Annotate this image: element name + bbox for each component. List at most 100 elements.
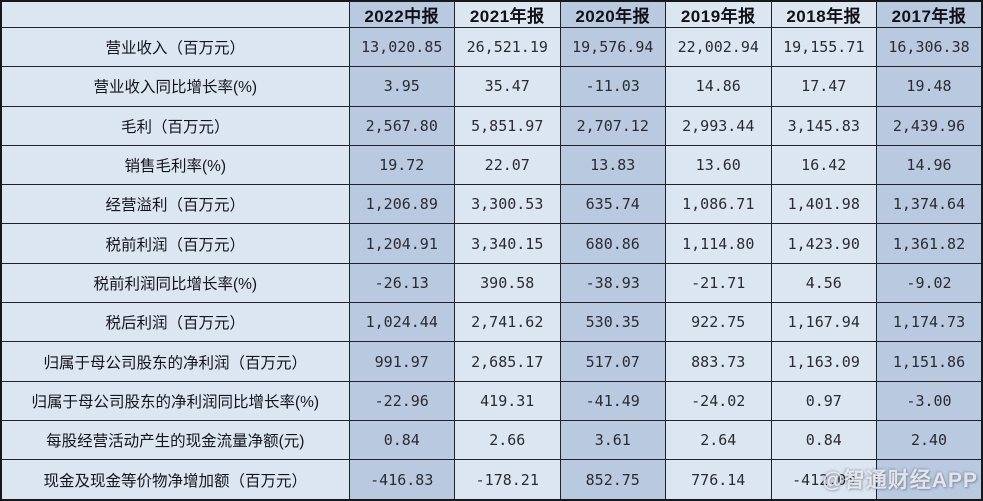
value-cell: 19,155.71	[770, 26, 877, 68]
table-row: 现金及现金等价物净增加额（百万元） -416.83 -178.21 852.75 776…	[0, 459, 983, 501]
value-cell: 2,439.96	[876, 105, 983, 146]
value-cell: 2,685.17	[454, 341, 561, 382]
value-cell: 517.07	[559, 341, 666, 382]
value-cell: -26.13	[348, 262, 455, 304]
row-label: 毛利（百万元）	[0, 105, 350, 146]
value-cell: 3,145.83	[770, 105, 877, 146]
value-cell: 3,340.15	[454, 223, 561, 264]
value-cell: 1,174.73	[876, 302, 983, 343]
value-cell: 3.61	[559, 419, 666, 461]
value-cell: 2.64	[665, 419, 772, 461]
row-label: 归属于母公司股东的净利润同比增长率(%)	[0, 380, 350, 421]
value-cell: 26,521.19	[454, 26, 561, 68]
row-label: 现金及现金等价物净增加额（百万元）	[0, 459, 350, 501]
value-cell: 1,204.91	[348, 223, 455, 264]
value-cell: 852.75	[559, 459, 666, 501]
column-header-6: 2017年报	[876, 0, 983, 28]
value-cell: 1,374.64	[876, 184, 983, 225]
value-cell: 4.56	[770, 262, 877, 304]
value-cell: 1,163.09	[770, 341, 877, 382]
table-row: 归属于母公司股东的净利润同比增长率(%) -22.96 419.31 -41.49 -2…	[0, 380, 983, 421]
value-cell: 1,401.98	[770, 184, 877, 225]
value-cell: 2,707.12	[559, 105, 666, 146]
table-row: 营业收入同比增长率(%) 3.95 35.47 -11.03 14.86 17.47 19.…	[0, 66, 983, 107]
value-cell: 1,114.80	[665, 223, 772, 264]
value-cell: 3.95	[348, 66, 455, 107]
value-cell: 16,306.38	[876, 26, 983, 68]
value-cell: 991.97	[348, 341, 455, 382]
value-cell: 13,020.85	[348, 26, 455, 68]
value-cell: 419.31	[454, 380, 561, 421]
row-label: 经营溢利（百万元）	[0, 184, 350, 225]
value-cell: 22.07	[454, 144, 561, 186]
value-cell: -3.00	[876, 380, 983, 421]
value-cell: 14.86	[665, 66, 772, 107]
value-cell: -22.96	[348, 380, 455, 421]
value-cell: 2,741.62	[454, 302, 561, 343]
value-cell: 530.35	[559, 302, 666, 343]
table-body: 营业收入（百万元） 13,020.85 26,521.19 19,576.94 22,0…	[0, 26, 983, 501]
value-cell: 19,576.94	[559, 26, 666, 68]
value-cell: 2,993.44	[665, 105, 772, 146]
value-cell: -38.93	[559, 262, 666, 304]
value-cell: 16.42	[770, 144, 877, 186]
row-label: 税后利润（百万元）	[0, 302, 350, 343]
table-row: 销售毛利率(%) 19.72 22.07 13.83 13.60 16.42 14.96	[0, 144, 983, 186]
table-row: 归属于母公司股东的净利润（百万元） 991.97 2,685.17 517.07 883…	[0, 341, 983, 382]
table-row: 税后利润（百万元） 1,024.44 2,741.62 530.35 922.75 1,1…	[0, 302, 983, 343]
value-cell: 922.75	[665, 302, 772, 343]
value-cell: -41.49	[559, 380, 666, 421]
column-header-2: 2021年报	[454, 0, 561, 28]
value-cell: -416.83	[348, 459, 455, 501]
column-header-1: 2022中报	[348, 0, 455, 28]
value-cell: -24.02	[665, 380, 772, 421]
value-cell: 1,361.82	[876, 223, 983, 264]
value-cell: 13.60	[665, 144, 772, 186]
row-label: 每股经营活动产生的现金流量净额(元)	[0, 419, 350, 461]
value-cell: 5,851.97	[454, 105, 561, 146]
value-cell: 0.84	[348, 419, 455, 461]
row-label: 营业收入同比增长率(%)	[0, 66, 350, 107]
value-cell: 3,300.53	[454, 184, 561, 225]
value-cell	[876, 459, 983, 501]
value-cell: 14.96	[876, 144, 983, 186]
value-cell: -11.03	[559, 66, 666, 107]
value-cell: 35.47	[454, 66, 561, 107]
corner-cell	[0, 0, 350, 28]
value-cell: 1,151.86	[876, 341, 983, 382]
value-cell: 19.72	[348, 144, 455, 186]
table-row: 税前利润（百万元） 1,204.91 3,340.15 680.86 1,114.80 1…	[0, 223, 983, 264]
row-label: 归属于母公司股东的净利润（百万元）	[0, 341, 350, 382]
value-cell: 13.83	[559, 144, 666, 186]
value-cell: -21.71	[665, 262, 772, 304]
row-label: 营业收入（百万元）	[0, 26, 350, 68]
value-cell: 17.47	[770, 66, 877, 107]
value-cell: 2.40	[876, 419, 983, 461]
value-cell: 635.74	[559, 184, 666, 225]
value-cell: 19.48	[876, 66, 983, 107]
value-cell: 776.14	[665, 459, 772, 501]
value-cell: -412.00	[770, 459, 877, 501]
table-row: 营业收入（百万元） 13,020.85 26,521.19 19,576.94 22,0…	[0, 26, 983, 68]
value-cell: 1,206.89	[348, 184, 455, 225]
value-cell: -9.02	[876, 262, 983, 304]
column-header-4: 2019年报	[665, 0, 772, 28]
table-row: 经营溢利（百万元） 1,206.89 3,300.53 635.74 1,086.71 1…	[0, 184, 983, 225]
value-cell: 2.66	[454, 419, 561, 461]
column-header-5: 2018年报	[770, 0, 877, 28]
value-cell: 1,024.44	[348, 302, 455, 343]
table-row: 毛利（百万元） 2,567.80 5,851.97 2,707.12 2,993.44 3…	[0, 105, 983, 146]
value-cell: 1,086.71	[665, 184, 772, 225]
table-row: 税前利润同比增长率(%) -26.13 390.58 -38.93 -21.71 4.56…	[0, 262, 983, 304]
value-cell: 22,002.94	[665, 26, 772, 68]
column-header-3: 2020年报	[559, 0, 666, 28]
value-cell: 0.97	[770, 380, 877, 421]
row-label: 税前利润（百万元）	[0, 223, 350, 264]
row-label: 税前利润同比增长率(%)	[0, 262, 350, 304]
table-row: 每股经营活动产生的现金流量净额(元) 0.84 2.66 3.61 2.64 0.84 2.…	[0, 419, 983, 461]
value-cell: 0.84	[770, 419, 877, 461]
value-cell: 680.86	[559, 223, 666, 264]
value-cell: 2,567.80	[348, 105, 455, 146]
